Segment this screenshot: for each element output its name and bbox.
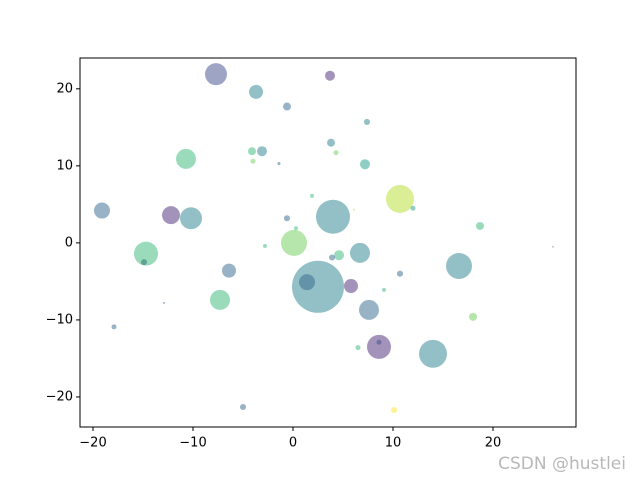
- bubble: [277, 161, 281, 166]
- bubble: [350, 242, 370, 263]
- plot-frame: [79, 57, 577, 428]
- bubble: [179, 207, 203, 230]
- bubble: [239, 403, 247, 410]
- y-tick-label: 20: [56, 81, 73, 96]
- watermark: CSDN @hustlei: [498, 454, 626, 474]
- bubble: [291, 260, 345, 313]
- x-tick-label: 0: [289, 436, 297, 451]
- bubble: [355, 345, 361, 351]
- bubble: [140, 259, 148, 266]
- bubble: [382, 287, 386, 292]
- bubble: [363, 118, 371, 125]
- x-tick-label: 20: [485, 436, 502, 451]
- bubble: [161, 206, 181, 225]
- bubble: [283, 215, 291, 222]
- bubble: [256, 146, 268, 157]
- bubble: [476, 221, 484, 230]
- bubble: [333, 250, 345, 261]
- bubble: [353, 208, 355, 211]
- bubble: [210, 289, 230, 310]
- bubble: [283, 102, 291, 111]
- bubble: [446, 253, 472, 279]
- bubble: [250, 158, 256, 164]
- x-tick-label: −20: [79, 436, 106, 451]
- bubble: [310, 193, 314, 198]
- bubble: [133, 241, 159, 266]
- bubble: [163, 301, 165, 304]
- bubble: [176, 148, 196, 169]
- x-tick-label: 10: [385, 436, 402, 451]
- bubble: [552, 245, 554, 248]
- bubble: [359, 299, 379, 320]
- bubble: [204, 63, 228, 86]
- bubble: [410, 205, 416, 211]
- bubble: [419, 339, 447, 368]
- bubble: [324, 70, 336, 81]
- bubble: [386, 184, 414, 213]
- bubble: [333, 150, 339, 156]
- bubble: [327, 138, 335, 147]
- bubble: [343, 279, 359, 294]
- bubble: [111, 324, 117, 330]
- bubble: [396, 270, 404, 277]
- y-tick-label: 10: [56, 158, 73, 173]
- bubble: [316, 199, 350, 234]
- bubble: [328, 254, 336, 261]
- bubble: [366, 334, 392, 359]
- bubble: [263, 244, 267, 248]
- bubble: [248, 147, 256, 156]
- bubble: [281, 229, 307, 256]
- x-tick-label: −10: [179, 436, 206, 451]
- bubble: [294, 226, 298, 231]
- bubble: [93, 202, 111, 219]
- y-tick-label: −20: [46, 389, 73, 404]
- bubble: [221, 263, 237, 278]
- bubble: [469, 312, 477, 321]
- y-tick-label: 0: [65, 235, 73, 250]
- bubble: [248, 84, 264, 99]
- bubble: [390, 407, 398, 414]
- bubble: [359, 159, 371, 170]
- y-tick-label: −10: [46, 312, 73, 327]
